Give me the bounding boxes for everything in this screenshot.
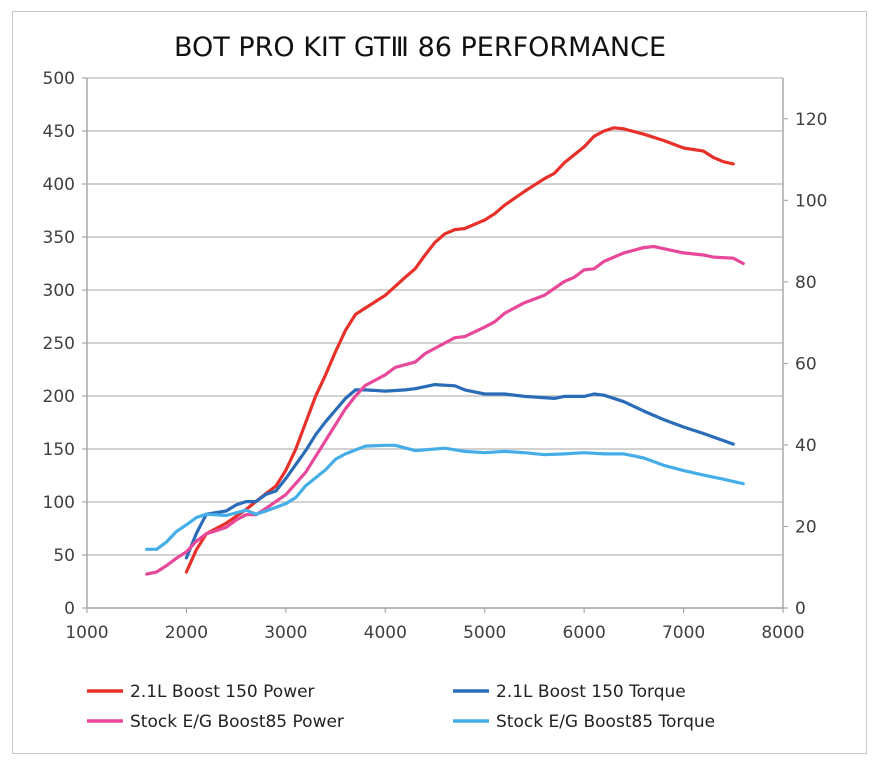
y-left-tick-label: 0 [64,599,75,619]
x-tick-label: 8000 [761,623,804,643]
y-left-tick-label: 250 [43,334,75,354]
y-right-tick-label: 60 [795,354,817,374]
y-right-tick-label: 40 [795,436,817,456]
x-tick-label: 7000 [662,623,705,643]
y-right-tick-label: 20 [795,517,817,537]
chart-frame [12,11,867,754]
y-right-tick-label: 0 [795,599,806,619]
x-tick-label: 1000 [65,623,108,643]
legend-label: 2.1L Boost 150 Power [130,682,315,702]
x-tick-label: 3000 [264,623,307,643]
series-line-2 [145,244,745,576]
y-left-tick-label: 300 [43,281,75,301]
x-tick-label: 4000 [364,623,407,643]
y-left-tick-label: 450 [43,122,75,142]
y-right-tick-label: 100 [795,191,827,211]
x-tick-label: 6000 [563,623,606,643]
x-tick-label: 2000 [165,623,208,643]
chart-title: BOT PRO KIT GTⅢ 86 PERFORMANCE [174,32,666,63]
y-left-tick-label: 150 [43,440,75,460]
series-line-0 [184,126,735,574]
series-line-1 [184,383,735,560]
y-left-tick-label: 500 [43,69,75,89]
legend-label: Stock E/G Boost85 Torque [496,712,715,732]
legend-item: Stock E/G Boost85 Torque [453,712,715,732]
y-right-tick-label: 80 [795,273,817,293]
y-left-tick-label: 350 [43,228,75,248]
y-right-tick-label: 120 [795,110,827,130]
y-left-tick-label: 200 [43,387,75,407]
legend-item: 2.1L Boost 150 Power [87,682,315,702]
legend-label: Stock E/G Boost85 Power [130,712,344,732]
y-left-tick-label: 50 [53,546,75,566]
legend-label: 2.1L Boost 150 Torque [496,682,686,702]
legend-item: 2.1L Boost 150 Torque [453,682,686,702]
y-left-tick-label: 400 [43,175,75,195]
y-left-tick-label: 100 [43,493,75,513]
series-line-3 [145,443,745,551]
legend-item: Stock E/G Boost85 Power [87,712,344,732]
x-tick-label: 5000 [463,623,506,643]
